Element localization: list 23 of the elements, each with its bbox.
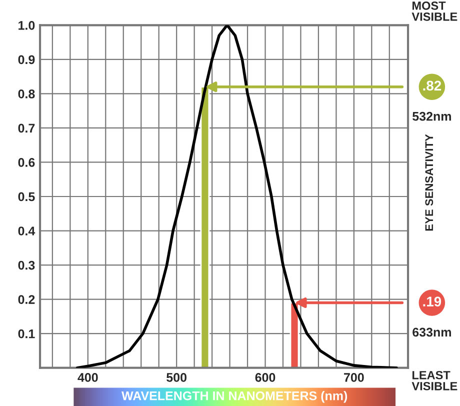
- text: MOST VISIBLE: [412, 1, 458, 21]
- x-tick-label: 400: [78, 373, 98, 382]
- y-tick-label: 0.5: [18, 192, 35, 202]
- text: 532nm: [412, 112, 451, 121]
- text: LEAST VISIBLE: [412, 370, 458, 390]
- y-tick-label: 0.3: [18, 260, 35, 270]
- y-tick-label: 1.0: [18, 20, 35, 30]
- y-tick-label: 0.7: [18, 124, 35, 133]
- x-tick-label: 500: [166, 373, 186, 382]
- text: .82: [423, 80, 442, 91]
- y-tick-label: 0.6: [18, 158, 35, 167]
- y-tick-label: 0.4: [18, 226, 36, 236]
- x-axis-title: WAVELENGTH IN NANOMETERS (nm): [122, 391, 348, 403]
- y-tick-label: 0.8: [18, 90, 35, 98]
- x-tick-label: 700: [344, 373, 364, 382]
- y-tick-label: 0.2: [18, 295, 35, 304]
- y-tick-label: 0.1: [18, 329, 35, 338]
- text: 633nm: [412, 328, 451, 337]
- x-tick-label: 600: [255, 373, 276, 382]
- y-tick-label: 0.9: [18, 55, 35, 64]
- y-axis-title: EYE SENSATIVITY: [425, 134, 434, 231]
- line-series: [76, 25, 398, 368]
- text: .19: [423, 296, 442, 306]
